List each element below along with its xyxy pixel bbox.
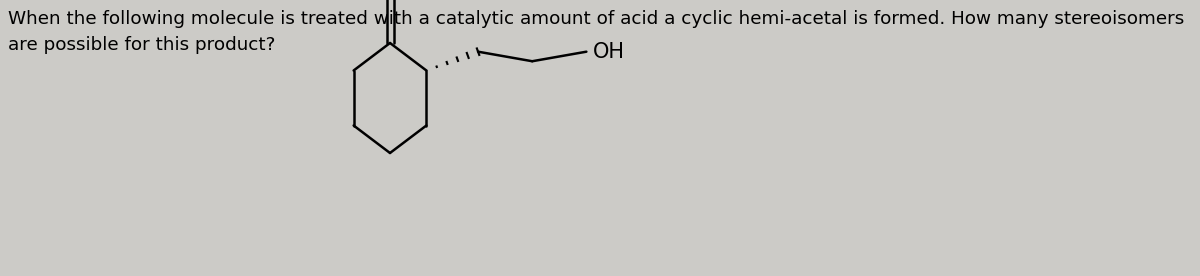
Text: are possible for this product?: are possible for this product?: [8, 36, 275, 54]
Text: OH: OH: [593, 42, 624, 62]
Text: When the following molecule is treated with a catalytic amount of acid a cyclic : When the following molecule is treated w…: [8, 10, 1184, 28]
